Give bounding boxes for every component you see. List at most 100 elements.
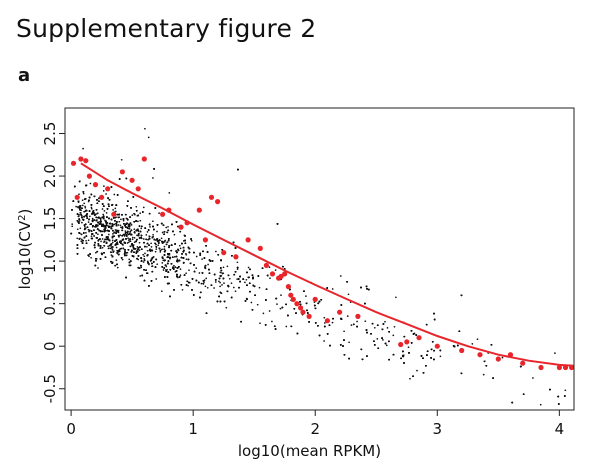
data-point: [215, 250, 217, 253]
data-point: [107, 245, 109, 248]
data-point: [126, 242, 129, 244]
data-point: [84, 205, 86, 208]
data-point: [130, 224, 133, 226]
data-point: [185, 253, 188, 256]
data-point: [179, 274, 182, 277]
data-point: [131, 236, 134, 239]
data-point: [160, 290, 163, 293]
data-point: [384, 320, 386, 323]
data-point: [87, 221, 90, 223]
data-point: [121, 225, 124, 228]
data-point: [120, 158, 123, 161]
data-point: [142, 253, 145, 256]
data-point: [181, 288, 184, 291]
data-point: [250, 301, 253, 304]
data-point: [386, 327, 389, 329]
data-point: [71, 223, 74, 225]
data-point: [173, 264, 175, 267]
data-point: [213, 287, 215, 289]
data-point: [76, 237, 79, 240]
data-point: [225, 306, 228, 309]
data-point: [258, 286, 261, 289]
data-point: [158, 212, 160, 214]
data-point: [133, 237, 136, 239]
data-point: [159, 251, 162, 253]
data-point: [226, 265, 229, 268]
data-point: [236, 278, 239, 280]
data-point: [157, 244, 160, 247]
data-point: [88, 230, 90, 233]
data-point: [195, 255, 198, 258]
data-point: [71, 225, 74, 228]
data-point: [155, 278, 158, 280]
data-point: [82, 192, 85, 195]
data-point: [89, 182, 92, 185]
data-point: [392, 334, 395, 337]
data-point: [203, 281, 205, 283]
data-point: [230, 282, 233, 285]
data-point: [136, 250, 139, 253]
data-point: [276, 303, 278, 305]
data-point: [81, 199, 84, 202]
data-point: [206, 286, 209, 289]
data-point: [285, 325, 288, 328]
data-point: [115, 259, 118, 261]
data-point: [120, 218, 122, 221]
data-point: [152, 177, 154, 179]
data-point: [156, 263, 159, 266]
data-point: [165, 265, 168, 268]
data-point: [139, 219, 142, 222]
data-point: [364, 320, 367, 323]
data-point: [173, 255, 176, 258]
data-point: [279, 307, 282, 310]
data-point: [395, 296, 397, 299]
data-point: [256, 303, 259, 306]
data-point: [305, 295, 307, 297]
panel-label: a: [18, 65, 31, 86]
data-point: [245, 278, 248, 281]
data-point: [564, 389, 567, 392]
data-point: [376, 338, 379, 340]
data-point: [139, 212, 142, 215]
data-point: [393, 325, 396, 328]
data-point: [81, 221, 83, 224]
data-point: [140, 266, 143, 269]
data-point: [190, 239, 193, 242]
data-point: [178, 244, 181, 247]
data-point: [125, 217, 128, 220]
data-point: [82, 147, 84, 150]
data-point: [173, 233, 176, 236]
data-point: [416, 369, 418, 372]
data-point: [532, 377, 534, 379]
data-point: [228, 277, 231, 280]
data-point: [101, 230, 104, 233]
data-point: [107, 233, 110, 236]
data-point: [115, 216, 117, 219]
data-point: [131, 214, 134, 217]
data-point: [201, 258, 203, 260]
data-point: [114, 229, 117, 231]
data-point: [146, 245, 148, 248]
data-point: [131, 238, 134, 241]
data-point: [154, 250, 157, 253]
data-point: [155, 248, 158, 250]
data-point: [75, 205, 77, 208]
data-point: [343, 330, 345, 333]
data-point: [83, 225, 86, 228]
data-point: [87, 218, 90, 221]
data-point: [407, 346, 410, 349]
data-point: [97, 233, 99, 236]
data-point: [118, 220, 121, 223]
data-point: [185, 258, 188, 261]
data-point: [271, 320, 273, 323]
data-point: [163, 245, 166, 248]
data-point: [87, 239, 90, 242]
data-point: [152, 233, 154, 236]
data-point: [90, 256, 92, 259]
data-point: [147, 136, 150, 139]
data-point: [166, 268, 168, 271]
data-point: [124, 230, 127, 232]
data-point: [218, 280, 220, 283]
data-point: [93, 235, 95, 237]
